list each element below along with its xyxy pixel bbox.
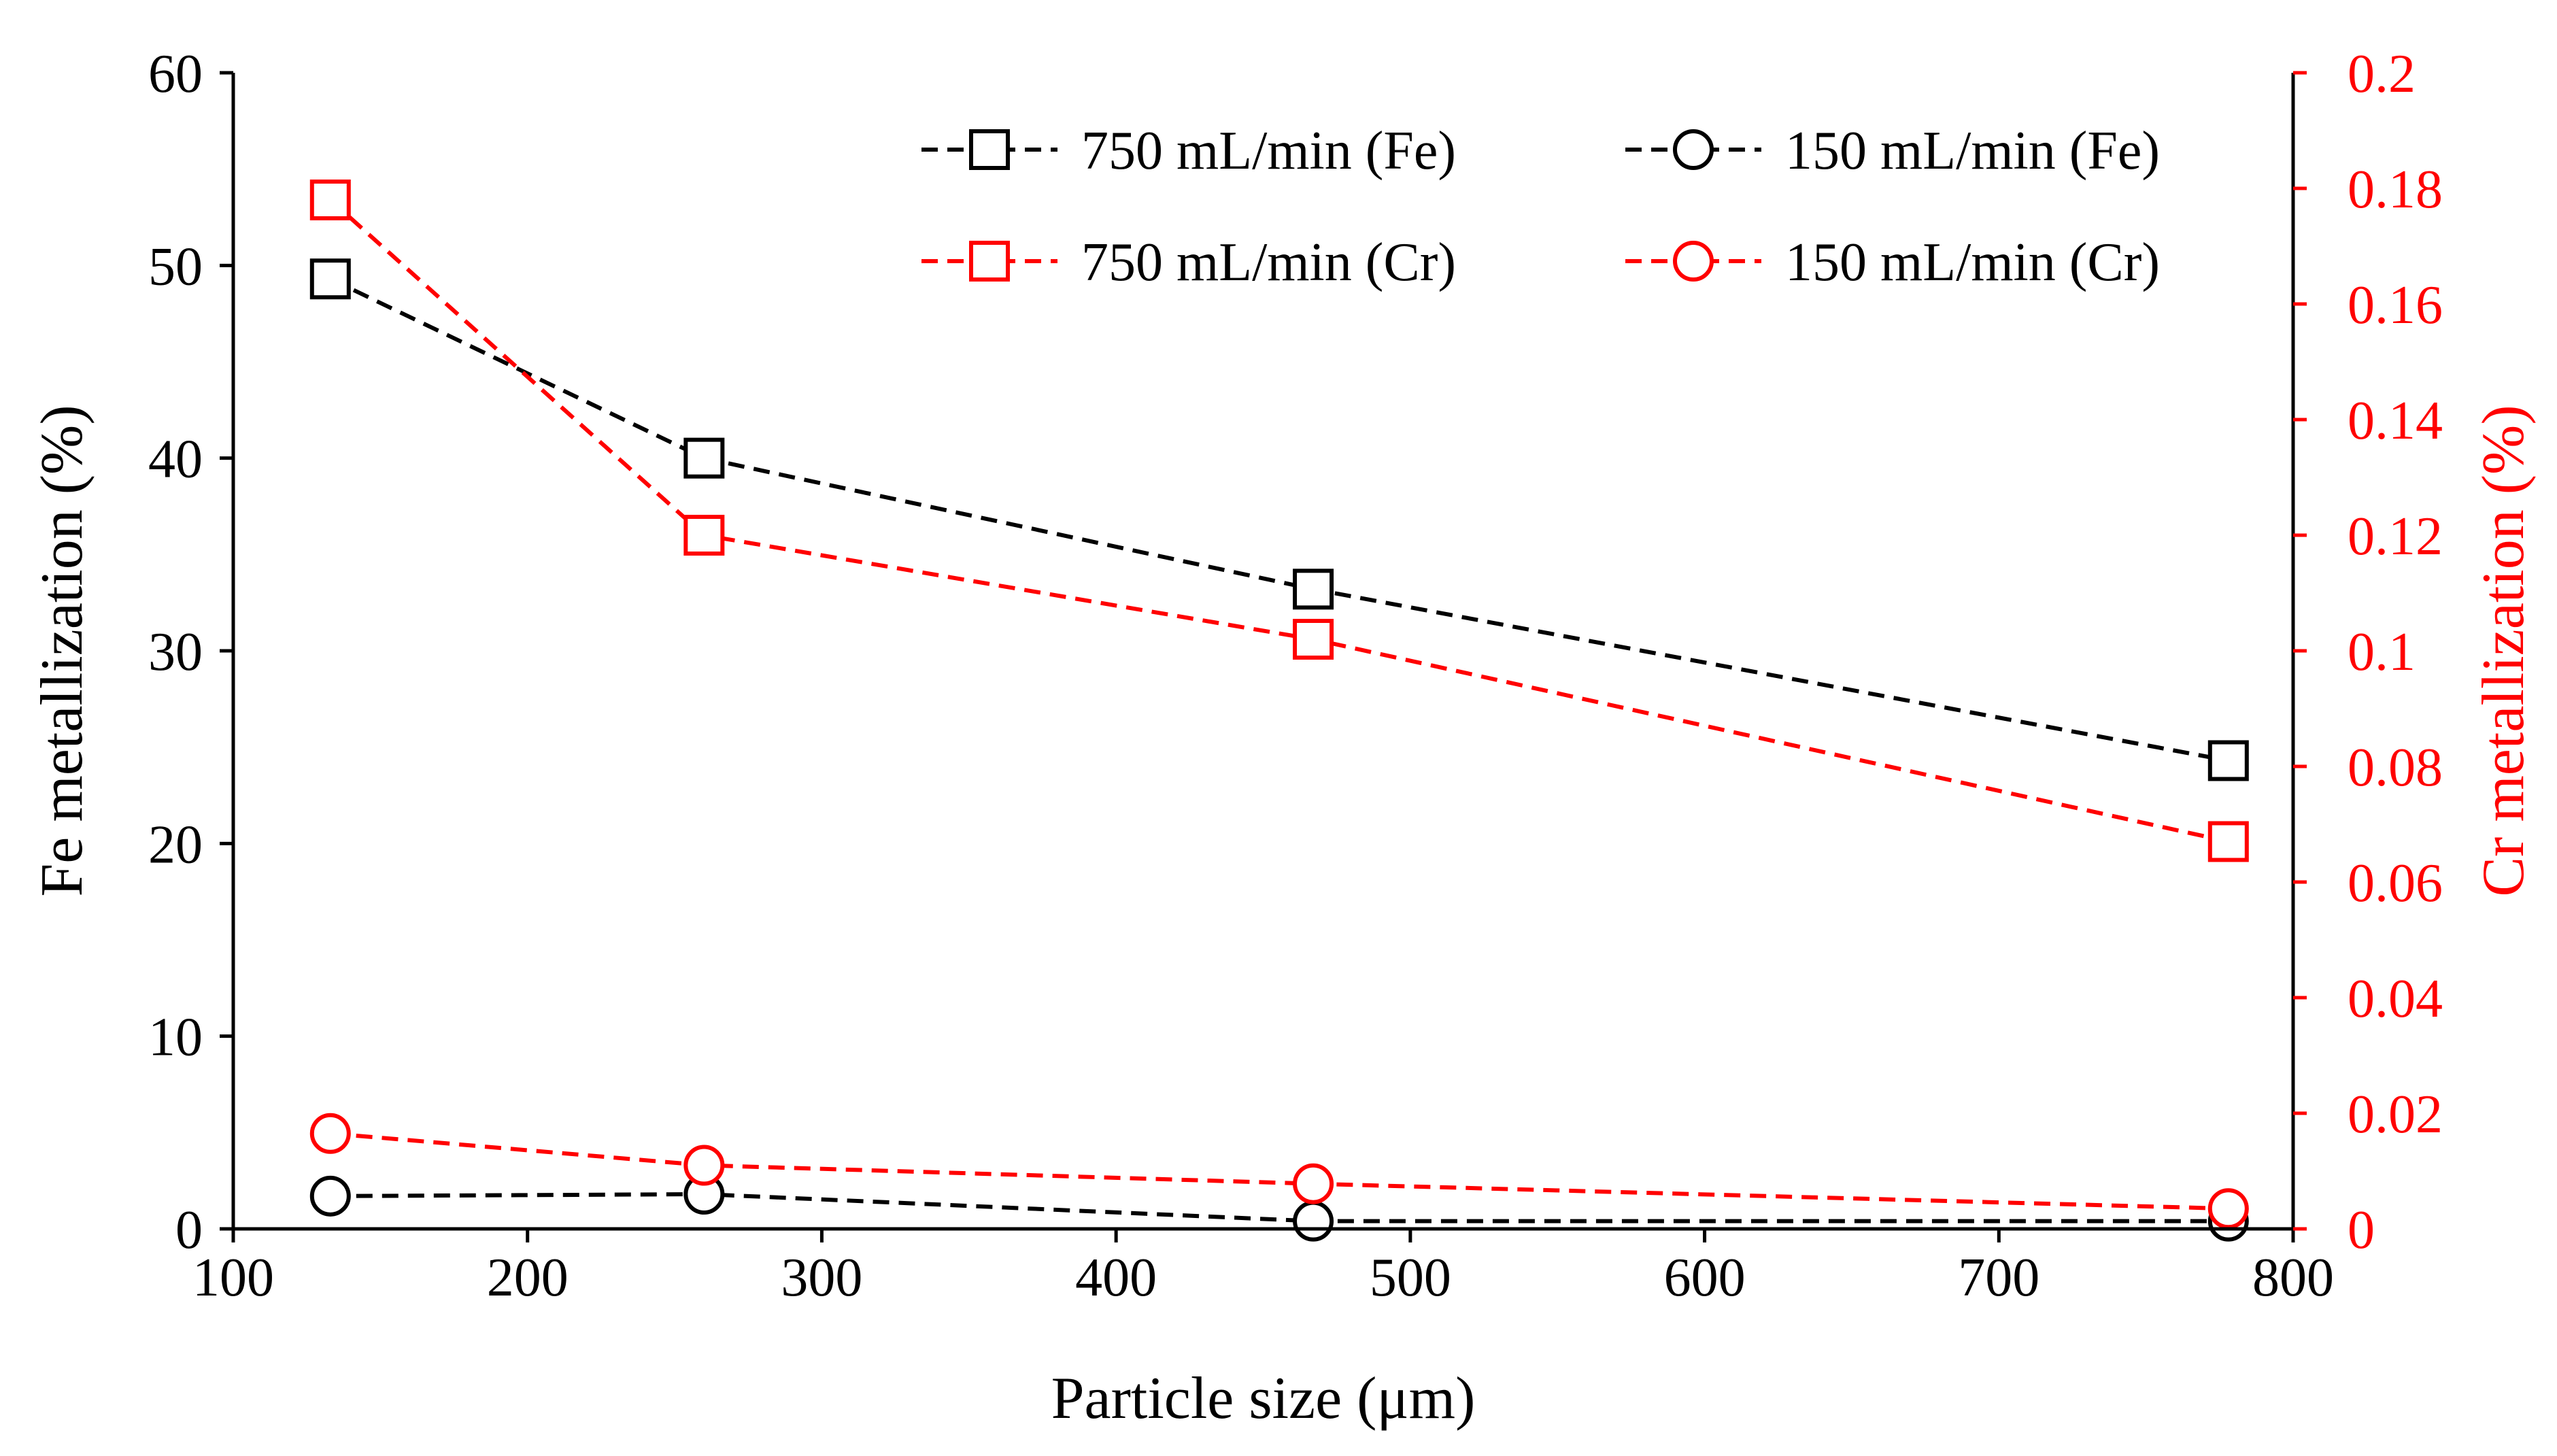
x-tick-label: 100 — [192, 1248, 274, 1308]
legend-item: 750 mL/min (Fe) — [921, 121, 1456, 181]
data-point — [2207, 821, 2249, 862]
y-tick-label: 60 — [148, 44, 203, 104]
series-3 — [309, 1113, 2249, 1230]
series-0 — [309, 258, 2249, 781]
data-point — [1293, 1163, 1334, 1204]
y2-tick-label: 0.12 — [2348, 507, 2443, 566]
legend-label: 750 mL/min (Fe) — [1081, 121, 1456, 181]
series-line — [329, 277, 2229, 763]
y2-tick-label: 0.16 — [2348, 275, 2443, 335]
axes-layer: 100 200 300 400 500 600 700 800010203040506000.… — [148, 44, 2443, 1308]
y2-tick-label: 0.06 — [2348, 853, 2443, 913]
y2-tick-label: 0.1 — [2348, 622, 2416, 682]
series-line — [328, 198, 2229, 844]
y2-axis-title: Cr metallization (%) — [2471, 405, 2537, 896]
legend-label: 150 mL/min (Fe) — [1785, 121, 2160, 181]
data-point — [1293, 569, 1334, 610]
legend-label: 750 mL/min (Cr) — [1081, 233, 1456, 292]
data-point — [683, 437, 725, 479]
data-point — [683, 515, 725, 556]
data-point — [309, 1175, 351, 1217]
data-point — [1293, 1200, 1334, 1242]
y2-tick-label: 0.14 — [2348, 391, 2443, 451]
data-point — [2207, 740, 2249, 781]
y2-tick-label: 0.04 — [2348, 969, 2443, 1029]
data-point — [309, 180, 351, 220]
legend-item: 150 mL/min (Fe) — [1625, 121, 2160, 181]
y-tick-label: 0 — [175, 1200, 203, 1260]
y-axis-title: Fe metallization (%) — [29, 405, 95, 896]
y-tick-label: 10 — [148, 1008, 203, 1068]
y2-tick-label: 0.08 — [2348, 738, 2443, 798]
legend-marker — [1673, 129, 1714, 170]
y-tick-label: 20 — [148, 815, 203, 875]
x-tick-label: 400 — [1075, 1248, 1157, 1308]
x-tick-label: 300 — [781, 1248, 862, 1308]
legend-item: 150 mL/min (Cr) — [1625, 233, 2160, 292]
y2-tick-label: 0.18 — [2348, 160, 2443, 220]
x-tick-label: 600 — [1664, 1248, 1746, 1308]
x-tick-label: 800 — [2252, 1248, 2334, 1308]
x-tick-label: 700 — [1958, 1248, 2039, 1308]
y2-tick-label: 0.2 — [2348, 44, 2416, 104]
y-tick-label: 40 — [148, 430, 203, 490]
legend-item: 750 mL/min (Cr) — [921, 233, 1456, 292]
data-point — [2207, 1188, 2249, 1230]
series-line — [330, 1131, 2229, 1211]
x-tick-label: 200 — [487, 1248, 569, 1308]
legend-label: 150 mL/min (Cr) — [1785, 233, 2160, 292]
y-tick-label: 50 — [148, 237, 203, 297]
data-point — [1293, 619, 1334, 660]
data-point — [309, 1113, 351, 1154]
series-line — [330, 1191, 2229, 1223]
x-axis-title: Particle size (μm) — [1051, 1366, 1476, 1432]
y-tick-label: 30 — [148, 622, 203, 682]
legend-marker — [969, 241, 1010, 282]
y2-tick-label: 0 — [2348, 1200, 2375, 1260]
series-2 — [309, 180, 2249, 862]
x-tick-label: 500 — [1370, 1248, 1451, 1308]
legend-marker — [969, 129, 1010, 170]
data-point — [683, 1145, 725, 1186]
legend-marker — [1673, 241, 1714, 282]
series-layer — [309, 180, 2249, 1242]
legend: 750 mL/min (Fe) 150 mL/min (Fe) 750 mL/min… — [921, 121, 2160, 292]
data-point — [309, 258, 351, 300]
y2-tick-label: 0.02 — [2348, 1085, 2443, 1145]
